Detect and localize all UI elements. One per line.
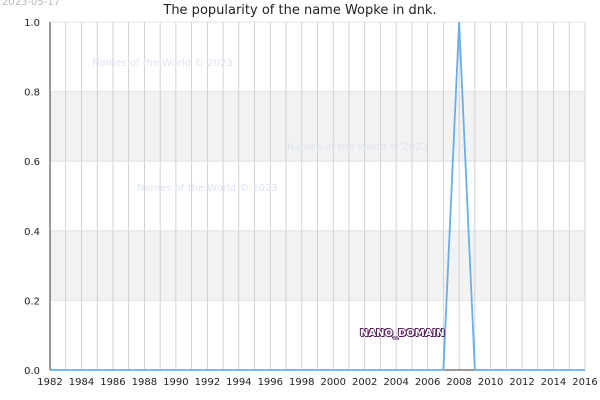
x-tick-label: 2006 xyxy=(415,377,440,388)
x-tick-label: 2008 xyxy=(446,377,471,388)
watermark: Names of the World © 2023 xyxy=(287,142,428,153)
x-tick-label: 1988 xyxy=(132,377,157,388)
x-tick-label: 2004 xyxy=(383,377,408,388)
x-tick-label: 1998 xyxy=(289,377,314,388)
y-tick-label: 0.0 xyxy=(24,366,40,377)
x-tick-labels: 1982 1984 1986 1988 1990 1992 1994 1996 1998 2000… xyxy=(37,377,597,388)
x-tick-label: 1990 xyxy=(163,377,188,388)
y-tick-label: 0.6 xyxy=(24,157,40,168)
series-line xyxy=(50,21,585,371)
x-tick-label: 1994 xyxy=(226,377,251,388)
grid-lines xyxy=(49,21,586,371)
x-tick-label: 2012 xyxy=(509,377,534,388)
y-tick-label: 0.2 xyxy=(24,296,40,307)
nano-domain-badge: NANO_DOMAIN xyxy=(360,328,445,339)
x-tick-label: 2014 xyxy=(541,377,566,388)
x-tick-label: 1984 xyxy=(69,377,94,388)
x-tick-label: 1992 xyxy=(195,377,220,388)
x-tick-label: 2010 xyxy=(478,377,503,388)
x-tick-label: 1986 xyxy=(100,377,125,388)
x-tick-label: 1996 xyxy=(258,377,283,388)
chart-title: The popularity of the name Wopke in dnk. xyxy=(163,3,437,18)
x-tick-label: 2000 xyxy=(321,377,346,388)
x-tick-label: 2002 xyxy=(352,377,377,388)
date-stamp: 2023-05-17 xyxy=(2,0,61,8)
x-tick-label: 1982 xyxy=(37,377,62,388)
watermark: Names of the World © 2023 xyxy=(92,58,233,69)
y-tick-labels: 0.0 0.2 0.4 0.6 0.8 1.0 xyxy=(24,18,40,377)
watermark: Names of the World © 2023 xyxy=(137,183,278,194)
y-tick-label: 1.0 xyxy=(24,18,40,29)
y-tick-label: 0.4 xyxy=(24,227,40,238)
x-tick-label: 2016 xyxy=(572,377,597,388)
series-lines xyxy=(50,21,585,371)
y-tick-label: 0.8 xyxy=(24,88,40,99)
